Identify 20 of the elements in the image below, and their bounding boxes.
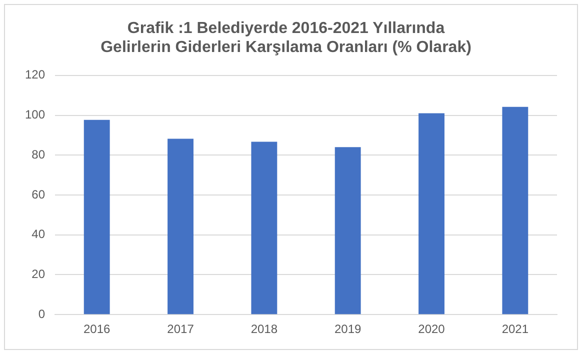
bar (334, 147, 361, 314)
y-tick-label: 120 (24, 68, 46, 82)
bar (418, 113, 444, 314)
y-tick-label: 40 (32, 227, 46, 242)
x-tick-label: 2018 (250, 322, 278, 336)
y-tick-label: 60 (32, 187, 46, 202)
x-tick-label: 2017 (167, 322, 194, 336)
y-tick-label: 100 (24, 108, 46, 122)
y-tick-label: 0 (38, 306, 46, 321)
bar (502, 106, 528, 314)
x-tick-label: 2020 (418, 322, 446, 336)
y-tick-label: 80 (32, 147, 46, 162)
x-tick-label: 2016 (84, 322, 111, 336)
y-tick-label: 20 (32, 267, 46, 282)
chart-title: Grafik :1 Belediyerde 2016-2021 Yıllarında Gelirlerin Giderleri Karşılama Oranları (% Olarak) (100, 20, 472, 56)
x-tick-label: 2019 (334, 322, 362, 336)
bar (168, 138, 194, 314)
bar (84, 120, 110, 314)
x-tick-label: 2021 (502, 322, 529, 336)
bar (251, 142, 278, 314)
